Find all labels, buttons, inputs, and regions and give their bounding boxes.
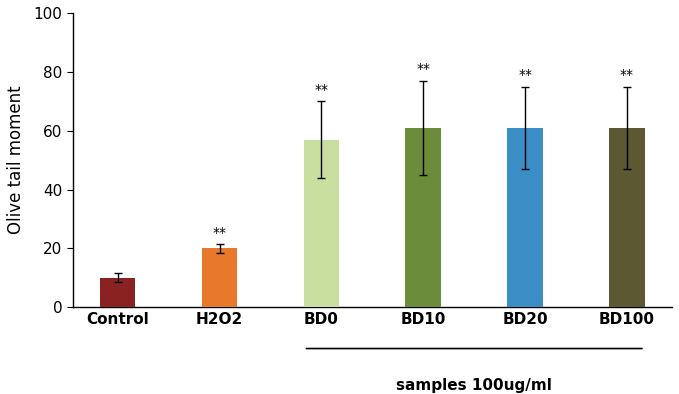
Text: **: ** — [213, 226, 227, 240]
Text: **: ** — [416, 62, 430, 76]
Bar — [202, 249, 238, 307]
Text: **: ** — [314, 83, 329, 97]
Text: **: ** — [518, 68, 532, 82]
Text: samples 100ug/ml: samples 100ug/ml — [397, 378, 552, 393]
Bar — [507, 128, 543, 307]
Y-axis label: Olive tail moment: Olive tail moment — [7, 86, 25, 234]
Bar — [100, 278, 136, 307]
Text: **: ** — [620, 68, 634, 82]
Bar — [304, 139, 340, 307]
Bar — [609, 128, 645, 307]
Bar — [405, 128, 441, 307]
